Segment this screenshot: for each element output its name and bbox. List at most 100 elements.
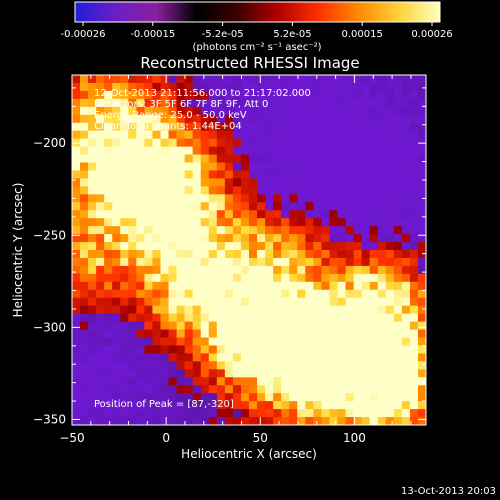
heatmap-cell <box>120 138 129 147</box>
heatmap-cell <box>329 194 338 203</box>
heatmap-cell <box>361 257 371 267</box>
heatmap-cell <box>96 393 105 402</box>
heatmap-cell <box>96 369 105 378</box>
heatmap-cell <box>160 321 169 330</box>
heatmap-cell <box>305 106 314 116</box>
heatmap-cell <box>289 234 298 243</box>
heatmap-cell <box>377 98 387 108</box>
heatmap-cell <box>88 154 97 163</box>
heatmap-cell <box>232 297 242 307</box>
heatmap-cell <box>337 210 346 219</box>
heatmap-cell <box>216 321 226 330</box>
heatmap-cell <box>345 242 354 251</box>
heatmap-cell <box>192 98 202 108</box>
heatmap-cell <box>361 146 371 155</box>
heatmap-cell <box>200 385 210 394</box>
heatmap-cell <box>361 265 371 275</box>
heatmap-cell <box>208 75 218 84</box>
heatmap-cell <box>329 90 338 100</box>
heatmap-cell <box>297 130 306 140</box>
heatmap-cell <box>144 297 153 307</box>
heatmap-cell <box>305 210 314 219</box>
heatmap-cell <box>353 210 363 219</box>
heatmap-cell <box>96 409 105 418</box>
heatmap-cell <box>216 106 226 116</box>
heatmap-cell <box>273 210 282 219</box>
heatmap-cell <box>305 250 314 259</box>
heatmap-cell <box>144 281 153 291</box>
heatmap-cell <box>289 106 298 116</box>
heatmap-cell <box>240 281 250 291</box>
heatmap-cell <box>96 242 105 251</box>
heatmap-cell <box>345 361 354 370</box>
heatmap-cell <box>257 186 266 195</box>
heatmap-cell <box>192 170 202 179</box>
heatmap-cell <box>72 305 81 315</box>
heatmap-cell <box>385 210 395 219</box>
heatmap-cell <box>369 138 379 147</box>
heatmap-cell <box>224 186 234 195</box>
heatmap-cell <box>329 186 338 195</box>
heatmap-cell <box>369 186 379 195</box>
heatmap-cell <box>144 401 153 410</box>
heatmap-cell <box>80 218 89 227</box>
heatmap-cell <box>273 273 282 283</box>
heatmap-cell <box>104 313 113 322</box>
heatmap-cell <box>160 385 169 394</box>
heatmap-cell <box>176 98 186 108</box>
heatmap-cell <box>369 281 379 291</box>
heatmap-cell <box>232 218 242 227</box>
heatmap-cell <box>281 130 290 140</box>
heatmap-cell <box>136 154 145 163</box>
heatmap-cell <box>281 329 290 338</box>
heatmap-cell <box>289 122 298 132</box>
heatmap-cell <box>313 417 322 425</box>
heatmap-cell <box>257 337 266 346</box>
colorbar-tick-label: 0.00015 <box>342 29 383 40</box>
heatmap-cell <box>345 273 354 283</box>
heatmap-cell <box>112 265 121 275</box>
heatmap-cell <box>184 202 194 211</box>
heatmap-cell <box>257 289 266 299</box>
heatmap-cell <box>224 154 234 163</box>
heatmap-cell <box>321 361 330 370</box>
heatmap-cell <box>88 305 97 315</box>
heatmap-cell <box>216 122 226 132</box>
heatmap-cell <box>72 250 81 259</box>
heatmap-cell <box>224 257 234 267</box>
heatmap-cell <box>409 329 419 338</box>
heatmap-cell <box>168 369 177 378</box>
heatmap-cell <box>329 138 338 147</box>
heatmap-cell <box>385 178 395 187</box>
heatmap-cell <box>96 114 105 124</box>
heatmap-cell <box>184 162 194 171</box>
heatmap-cell <box>329 122 338 132</box>
heatmap-cell <box>297 297 306 307</box>
heatmap-cell <box>361 353 371 362</box>
heatmap-cell <box>224 242 234 251</box>
heatmap-cell <box>321 289 330 299</box>
heatmap-cell <box>313 234 322 243</box>
heatmap-cell <box>257 154 266 163</box>
heatmap-cell <box>136 242 145 251</box>
heatmap-cell <box>216 186 226 195</box>
heatmap-cell <box>305 226 314 235</box>
heatmap-cell <box>104 401 113 410</box>
heatmap-cell <box>409 345 419 354</box>
y-tick-label: −200 <box>33 136 66 150</box>
heatmap-cell <box>224 353 234 362</box>
heatmap-cell <box>377 377 387 386</box>
heatmap-cell <box>281 146 290 155</box>
heatmap-cell <box>393 337 403 346</box>
heatmap-cell <box>345 122 354 132</box>
heatmap-cell <box>297 218 306 227</box>
heatmap-cell <box>377 178 387 187</box>
heatmap-cell <box>401 265 411 275</box>
heatmap-cell <box>353 114 363 124</box>
heatmap-cell <box>321 273 330 283</box>
heatmap-cell <box>192 106 202 116</box>
heatmap-cell <box>417 265 426 275</box>
heatmap-cell <box>249 194 258 203</box>
heatmap-cell <box>393 98 403 108</box>
heatmap-cell <box>168 242 177 251</box>
